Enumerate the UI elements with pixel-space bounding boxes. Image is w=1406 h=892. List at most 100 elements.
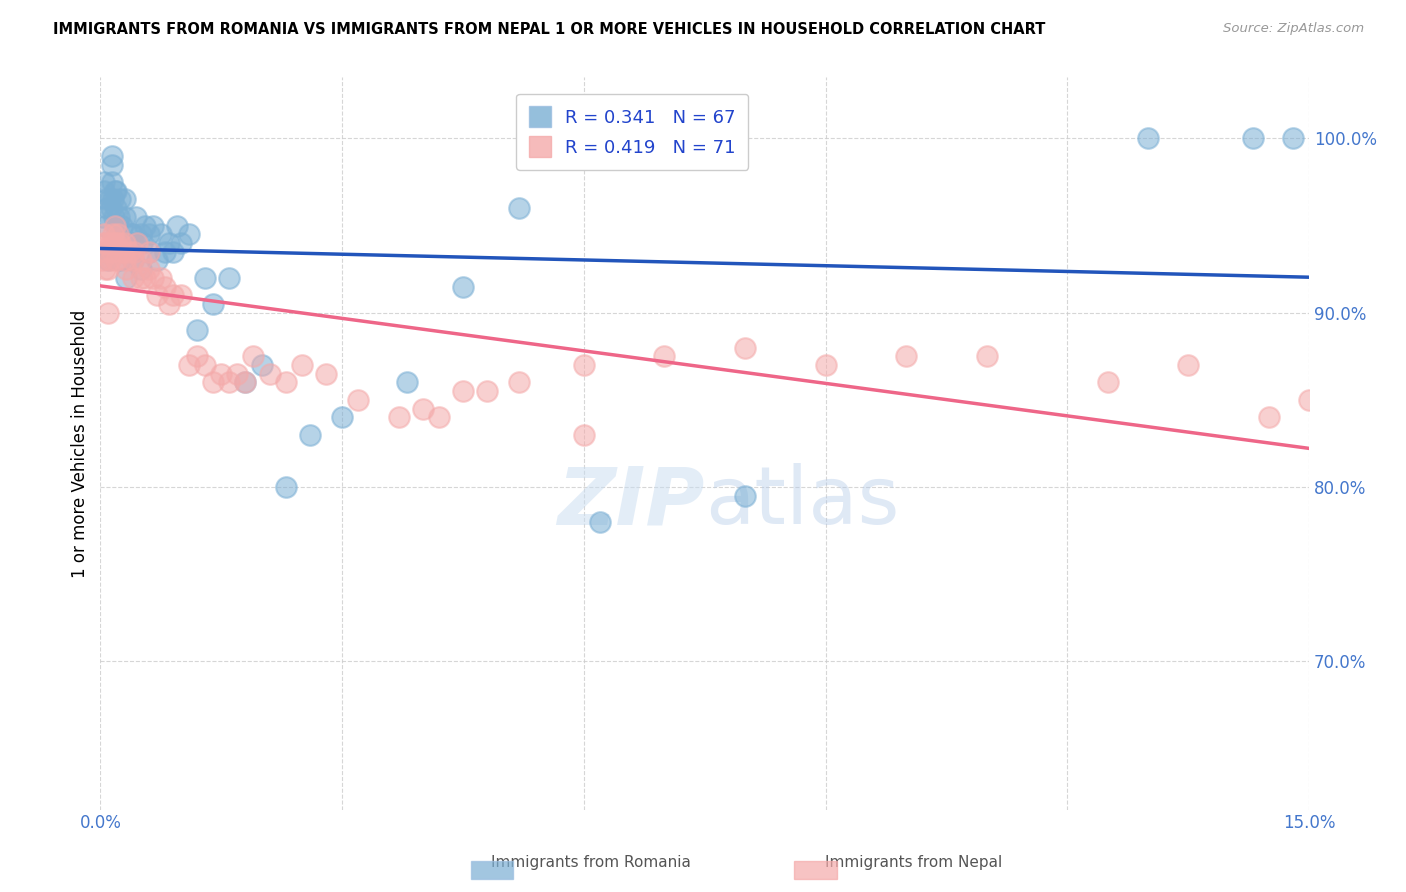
Point (177, 358, 200, 372)
Point (98, 193, 121, 207)
Point (122, 244, 145, 259)
Point (129, 227, 152, 242)
Point (94, 219, 117, 233)
Point (298, 427, 321, 442)
Point (259, 367, 281, 381)
Point (209, 367, 232, 381)
Point (235, 376, 257, 390)
Point (170, 288, 193, 302)
Point (105, 235, 128, 250)
Text: Immigrants from Nepal: Immigrants from Nepal (825, 855, 1002, 870)
Point (105, 201, 128, 215)
Point (508, 376, 530, 390)
Point (100, 175, 122, 189)
Point (100, 235, 122, 250)
Point (218, 376, 240, 390)
Point (103, 227, 125, 242)
Point (111, 244, 134, 259)
Point (114, 193, 136, 207)
Point (186, 349, 208, 363)
Point (1298, 392, 1320, 407)
Point (412, 401, 434, 416)
Point (1177, 358, 1199, 372)
Point (120, 227, 142, 242)
Point (97, 262, 120, 277)
Point (114, 253, 136, 268)
Point (145, 288, 167, 302)
Point (110, 253, 132, 268)
Point (387, 410, 409, 425)
Point (896, 349, 918, 363)
Point (138, 244, 160, 259)
Point (91, 235, 114, 250)
Point (976, 349, 998, 363)
Point (91, 253, 114, 268)
Y-axis label: 1 or more Vehicles in Household: 1 or more Vehicles in Household (72, 310, 89, 578)
Point (96, 244, 118, 259)
Point (107, 227, 129, 242)
Point (149, 271, 172, 285)
Point (93, 227, 115, 242)
Point (1136, 131, 1159, 145)
Point (103, 210, 125, 224)
Text: ZIP: ZIP (557, 463, 704, 541)
Point (202, 297, 225, 311)
Text: IMMIGRANTS FROM ROMANIA VS IMMIGRANTS FROM NEPAL 1 OR MORE VEHICLES IN HOUSEHOLD: IMMIGRANTS FROM ROMANIA VS IMMIGRANTS FR… (53, 22, 1046, 37)
Point (125, 235, 148, 250)
Point (1241, 131, 1264, 145)
Point (105, 253, 128, 268)
Point (395, 376, 418, 390)
Point (145, 253, 167, 268)
Point (121, 253, 143, 268)
Point (108, 193, 131, 207)
Point (186, 323, 208, 337)
Point (103, 193, 125, 207)
Point (129, 253, 152, 268)
Point (734, 341, 756, 355)
Legend: R = 0.341   N = 67, R = 0.419   N = 71: R = 0.341 N = 67, R = 0.419 N = 71 (516, 94, 748, 169)
Point (291, 358, 314, 372)
Point (1257, 410, 1279, 425)
Point (110, 235, 132, 250)
Point (153, 244, 176, 259)
Point (103, 235, 125, 250)
Point (162, 244, 184, 259)
Point (94, 262, 117, 277)
Point (115, 271, 138, 285)
Point (110, 235, 132, 250)
Point (274, 376, 297, 390)
Point (97, 306, 120, 320)
Point (654, 349, 676, 363)
Point (131, 235, 153, 250)
Point (427, 410, 450, 425)
Point (157, 235, 180, 250)
Point (117, 244, 139, 259)
Point (274, 480, 297, 494)
Point (572, 358, 595, 372)
Point (166, 219, 188, 233)
Point (129, 262, 152, 277)
Point (330, 410, 353, 425)
Point (142, 219, 165, 233)
Point (97, 244, 120, 259)
Point (235, 376, 257, 390)
Point (114, 235, 136, 250)
Point (475, 384, 498, 399)
Point (814, 358, 837, 372)
Point (202, 376, 225, 390)
Point (162, 288, 184, 302)
Point (104, 219, 127, 233)
Point (93, 184, 115, 198)
Point (451, 384, 474, 399)
Point (572, 427, 595, 442)
Point (138, 262, 160, 277)
Point (157, 297, 180, 311)
Point (589, 515, 612, 529)
Point (96, 201, 118, 215)
Point (129, 271, 152, 285)
Point (153, 279, 176, 293)
Point (315, 367, 337, 381)
Point (104, 184, 127, 198)
Point (122, 235, 145, 250)
Text: atlas: atlas (704, 463, 898, 541)
